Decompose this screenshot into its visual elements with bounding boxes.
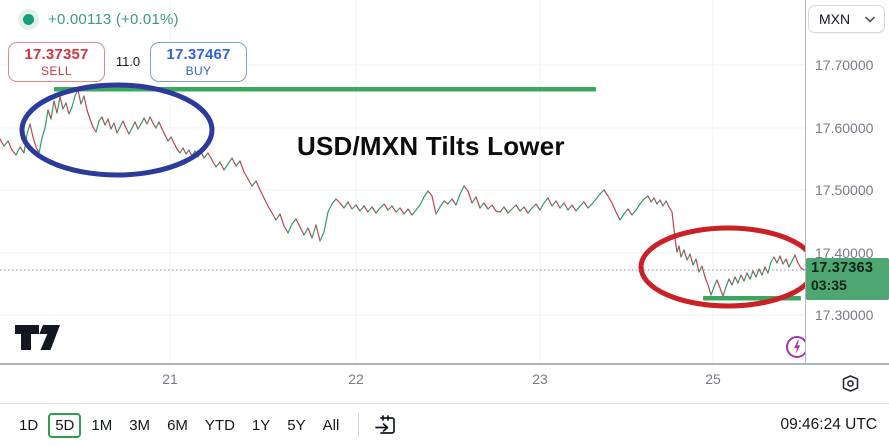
- range-button-all[interactable]: All: [316, 413, 347, 438]
- currency-label: MXN: [819, 11, 851, 27]
- red-ellipse-annotation: [638, 225, 806, 309]
- axis-separator-vertical: [805, 0, 806, 403]
- time-axis-label: 21: [162, 371, 178, 387]
- price-axis-label: 17.30000: [815, 307, 874, 323]
- price-path: [0, 89, 805, 297]
- price-axis-label: 17.50000: [815, 182, 874, 198]
- sell-button[interactable]: 17.37357 SELL: [8, 42, 105, 82]
- gear-icon: [842, 374, 858, 392]
- calendar-icon: [375, 415, 396, 434]
- axis-separator-horizontal: [0, 363, 889, 365]
- range-button-5y[interactable]: 5Y: [280, 413, 312, 438]
- range-button-3m[interactable]: 3M: [122, 413, 157, 438]
- chart-settings-button[interactable]: [838, 371, 862, 395]
- clock-timezone-button[interactable]: 09:46:24 UTC: [780, 416, 878, 433]
- market-status-dot-icon: [18, 8, 39, 30]
- currency-dropdown[interactable]: MXN: [808, 5, 885, 33]
- toolbar-divider: [358, 413, 360, 437]
- buy-price: 17.37467: [166, 46, 231, 63]
- buy-button[interactable]: 17.37467 BUY: [150, 42, 247, 82]
- range-button-1y[interactable]: 1Y: [245, 413, 277, 438]
- price-change-label: +0.00113 (+0.01%): [48, 10, 179, 28]
- bar-countdown: 03:35: [811, 277, 847, 293]
- time-axis-label: 22: [348, 371, 364, 387]
- range-button-6m[interactable]: 6M: [160, 413, 195, 438]
- price-axis-label: 17.70000: [815, 57, 874, 73]
- range-button-ytd[interactable]: YTD: [198, 413, 242, 438]
- sell-price: 17.37357: [24, 46, 89, 63]
- go-to-date-button[interactable]: [371, 411, 399, 439]
- resistance-line: [54, 87, 596, 92]
- toolbar-separator: [0, 403, 889, 404]
- price-axis-label: 17.40000: [815, 245, 874, 261]
- price-axis-label: 17.60000: [815, 120, 874, 136]
- time-axis[interactable]: 21 22 23 25: [0, 365, 889, 403]
- last-price-value: 17.37363: [811, 260, 874, 276]
- buy-label: BUY: [185, 64, 212, 78]
- range-button-1m[interactable]: 1M: [84, 413, 119, 438]
- date-range-toolbar: 1D 5D 1M 3M 6M YTD 1Y 5Y All 09:46:24 UTC: [0, 404, 889, 446]
- range-button-1d[interactable]: 1D: [12, 413, 45, 438]
- chevron-down-icon: [865, 16, 875, 23]
- time-axis-label: 23: [532, 371, 548, 387]
- spread-label: 11.0: [115, 54, 141, 69]
- price-axis[interactable]: MXN 17.37363 03:35 17.70000 17.60000 17.50…: [806, 0, 889, 363]
- blue-ellipse-annotation: [19, 82, 215, 178]
- chart-title: USD/MXN Tilts Lower: [297, 131, 565, 161]
- chart-pane[interactable]: +0.00113 (+0.01%) 17.37357 SELL 11.0 17.…: [0, 0, 808, 363]
- quote-change-legend: +0.00113 (+0.01%): [18, 8, 179, 30]
- tradingview-logo-icon[interactable]: [14, 324, 62, 356]
- time-axis-label: 25: [705, 371, 721, 387]
- sell-label: SELL: [41, 64, 72, 78]
- range-button-5d[interactable]: 5D: [48, 412, 82, 438]
- last-price-badge: 17.37363 03:35: [806, 258, 889, 300]
